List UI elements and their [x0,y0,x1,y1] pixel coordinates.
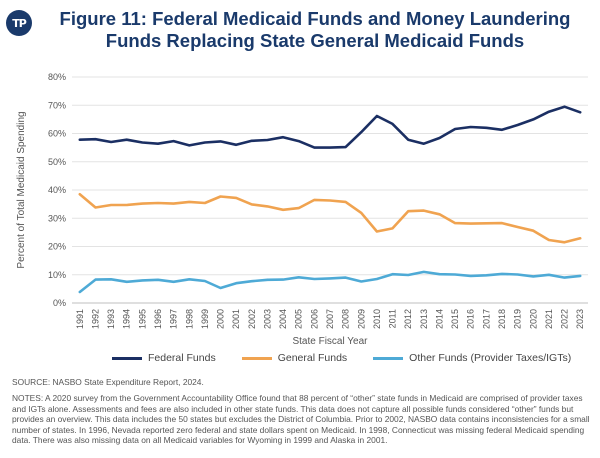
x-axis-title: State Fiscal Year [292,336,368,347]
x-tick-label: 2017 [481,309,491,329]
x-tick-label: 2002 [247,309,257,329]
x-tick-label: 2008 [341,309,351,329]
x-tick-label: 2013 [419,309,429,329]
x-tick-label: 2005 [294,309,304,329]
x-tick-label: 2022 [560,309,570,329]
logo-icon: TP [6,10,32,36]
legend-item-other: Other Funds (Provider Taxes/IGTs) [373,351,571,365]
x-tick-label: 2007 [325,309,335,329]
x-tick-label: 2021 [544,309,554,329]
legend-label-federal: Federal Funds [148,352,216,364]
x-tick-label: 1991 [75,309,85,329]
x-tick-label: 2004 [278,309,288,329]
x-tick-label: 1999 [200,309,210,329]
series-line-0 [78,105,582,149]
y-tick-label: 40% [48,185,66,195]
x-tick-label: 2006 [309,309,319,329]
x-tick-label: 1998 [184,309,194,329]
x-tick-label: 2001 [231,309,241,329]
y-tick-label: 70% [48,100,66,110]
x-tick-label: 2018 [497,309,507,329]
gridlines [72,76,588,304]
x-tick-label: 2009 [356,309,366,329]
legend-item-general: General Funds [241,351,348,365]
x-axis-ticks: 1991 1992 1993 1994 1995 1996 1997 1998 1999 2000… [75,309,585,329]
legend: Federal Funds General Funds Other Funds … [112,351,590,365]
legend-swatch-federal [112,356,142,360]
notes-text: NOTES: A 2020 survey from the Government… [12,393,590,445]
legend-label-other: Other Funds (Provider Taxes/IGTs) [409,352,572,364]
legend-swatch-other [373,356,404,360]
x-tick-label: 2016 [466,309,476,329]
y-tick-label: 0% [53,298,66,308]
chart-title-line-2: Funds Replacing State General Medicaid F… [105,30,525,51]
y-axis-ticks: 0% 10% 20% 30% 40% 50% 60% 70% 80% [48,72,66,308]
x-tick-label: 1992 [90,309,100,329]
series-line-1 [78,192,582,244]
chart-title: Figure 11: Federal Medicaid Funds and Mo… [40,8,590,52]
y-tick-label: 10% [48,270,66,280]
x-tick-label: 2023 [575,309,585,329]
x-tick-label: 2014 [434,309,444,329]
y-tick-label: 50% [48,157,66,167]
y-tick-label: 30% [48,213,66,223]
y-tick-label: 80% [48,72,66,82]
legend-item-federal: Federal Funds [112,351,216,365]
legend-label-general: General Funds [277,352,348,364]
series-lines [78,105,582,294]
x-tick-label: 1997 [169,309,179,329]
y-tick-label: 60% [48,129,66,139]
x-tick-label: 2010 [372,309,382,329]
x-tick-label: 1994 [122,309,132,329]
x-tick-label: 1996 [153,309,163,329]
y-axis-title: Percent of Total Medicaid Spending [16,111,27,268]
x-tick-label: 2020 [528,309,538,329]
x-tick-label: 2011 [388,309,398,328]
series-line-2 [78,270,582,294]
x-tick-label: 1995 [137,309,147,329]
chart-title-line-1: Figure 11: Federal Medicaid Funds and Mo… [59,8,571,29]
x-tick-label: 2019 [513,309,523,329]
x-tick-label: 1993 [106,309,116,329]
x-tick-label: 2000 [216,309,226,329]
source-note: SOURCE: NASBO State Expenditure Report, … [12,377,204,387]
x-tick-label: 2015 [450,309,460,329]
legend-swatch-general [241,356,272,360]
line-chart: 0%10%20%30%40%50%60%70%80% 1991 1992 1993 1… [16,72,588,347]
y-tick-label: 20% [48,242,66,252]
x-tick-label: 2003 [262,309,272,329]
x-tick-label: 2012 [403,309,413,329]
